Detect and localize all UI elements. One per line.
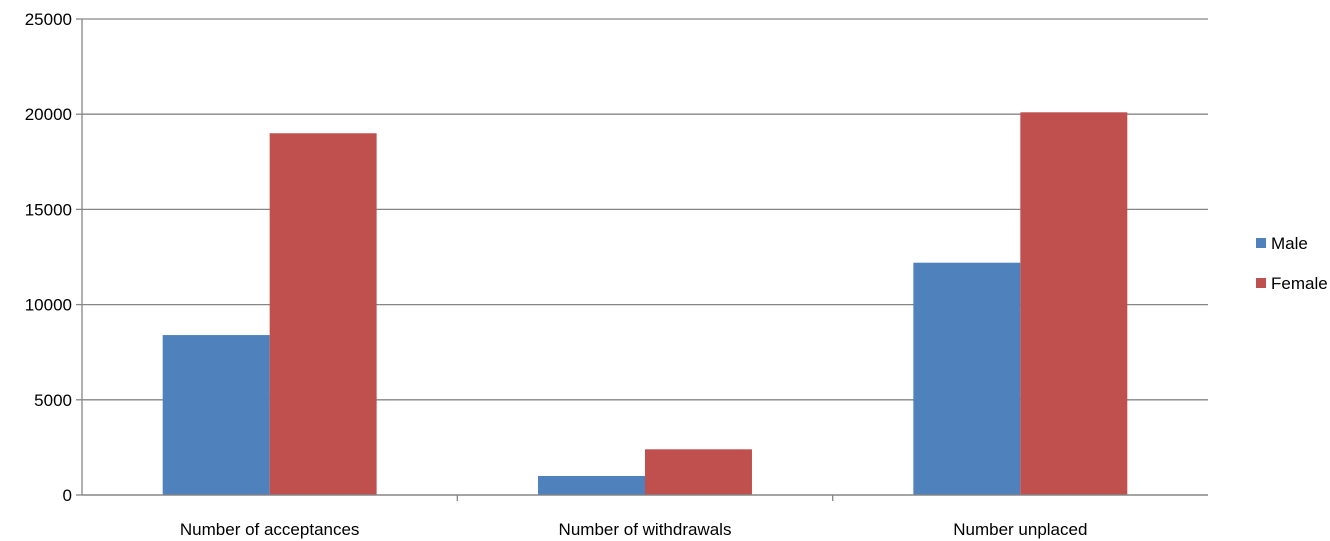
axes bbox=[76, 18, 1208, 501]
y-tick-label: 5000 bbox=[34, 391, 72, 410]
bar-female-0 bbox=[269, 133, 377, 496]
bars bbox=[162, 112, 1128, 496]
legend: Male Female bbox=[1256, 234, 1328, 293]
category-labels: Number of acceptances Number of withdrawa… bbox=[180, 520, 1088, 539]
legend-label-female: Female bbox=[1271, 274, 1328, 293]
legend-label-male: Male bbox=[1271, 234, 1308, 253]
bar-male-1 bbox=[538, 475, 645, 495]
legend-swatch-female bbox=[1256, 278, 1266, 288]
y-tick-labels: 0 5000 10000 15000 20000 25000 bbox=[25, 10, 72, 505]
y-tick-label: 10000 bbox=[25, 296, 72, 315]
legend-swatch-male bbox=[1256, 238, 1266, 248]
category-label: Number of withdrawals bbox=[559, 520, 732, 539]
y-tick-label: 15000 bbox=[25, 200, 72, 219]
y-tick-label: 0 bbox=[63, 486, 72, 505]
y-tick-label: 25000 bbox=[25, 10, 72, 29]
y-tick-label: 20000 bbox=[25, 105, 72, 124]
bar-male-2 bbox=[913, 262, 1021, 495]
bar-male-0 bbox=[162, 335, 270, 495]
bar-female-2 bbox=[1020, 112, 1128, 496]
category-label: Number unplaced bbox=[953, 520, 1087, 539]
category-label: Number of acceptances bbox=[180, 520, 360, 539]
bar-female-1 bbox=[645, 449, 752, 495]
